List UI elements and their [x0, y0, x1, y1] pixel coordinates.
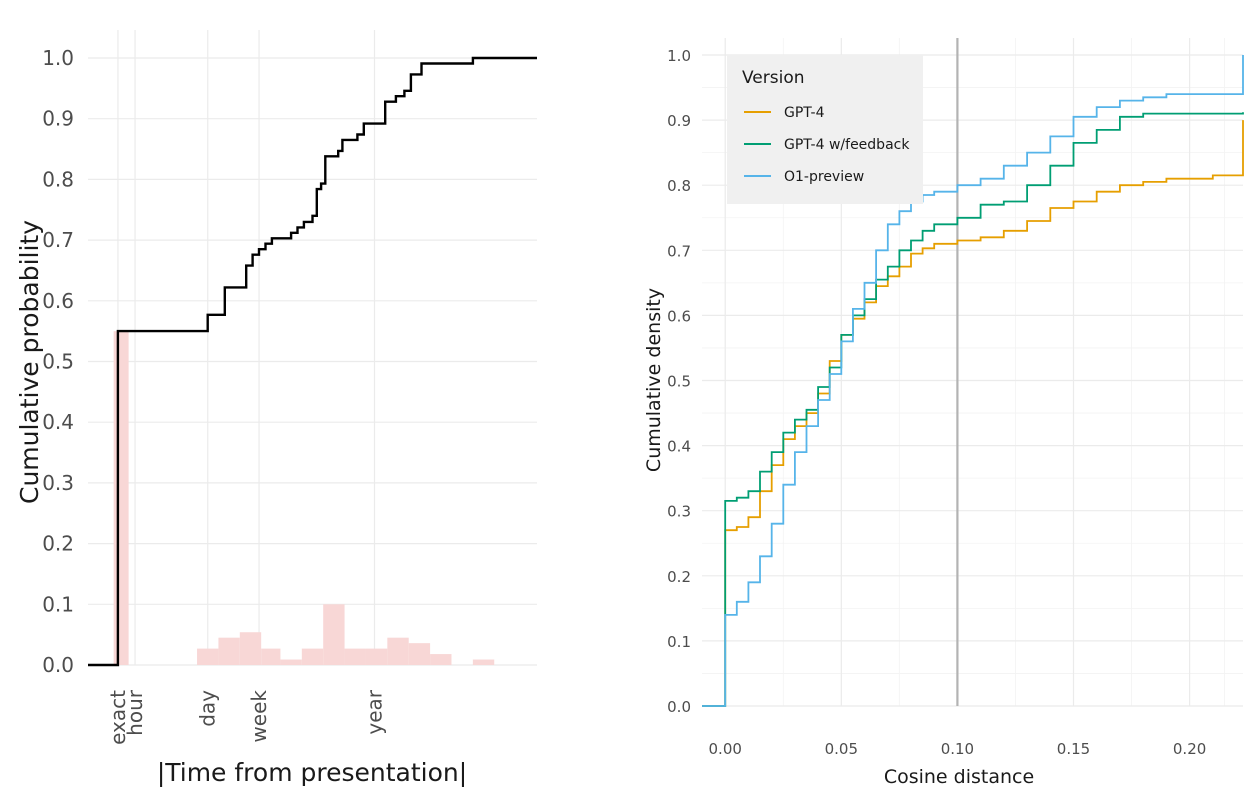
histogram-bar [472, 659, 495, 665]
left-y-tick-label: 0.7 [42, 228, 74, 252]
histogram-bar [218, 637, 240, 665]
right-x-tick-label: 0.00 [709, 740, 742, 758]
legend-title: Version [742, 68, 805, 88]
histogram-bar [430, 654, 452, 665]
left-y-tick-label: 0.5 [42, 350, 74, 374]
left-x-tick-label: year [363, 689, 387, 734]
left-y-tick-label: 0.2 [42, 532, 74, 556]
histogram-bar [365, 648, 388, 665]
legend-background [727, 55, 923, 204]
histogram-bar [408, 643, 431, 665]
left-x-tick-label: week [247, 690, 271, 743]
left-y-tick-label: 0.1 [42, 592, 74, 616]
right-x-tick-label: 0.15 [1057, 740, 1090, 758]
right-y-tick-label: 1.0 [667, 47, 691, 65]
right-x-tick-label: 0.10 [941, 740, 974, 758]
right-y-tick-label: 0.7 [667, 242, 691, 260]
right-y-tick-label: 0.3 [667, 503, 691, 521]
histogram-bar [261, 648, 281, 665]
legend-label: GPT-4 [784, 105, 825, 121]
left-y-tick-label: 0.3 [42, 471, 74, 495]
right-y-tick-label: 0.1 [667, 633, 691, 651]
histogram-bar [280, 659, 302, 665]
right-x-tick-label: 0.20 [1173, 740, 1206, 758]
right-x-axis-title: Cosine distance [884, 766, 1034, 788]
legend-label: O1-preview [784, 169, 864, 185]
right-x-ticks: 0.00 0.05 0.10 0.15 0.20 [709, 740, 1207, 758]
legend-items: GPT-4 GPT-4 w/feedback O1-preview [744, 105, 910, 185]
right-chart-cosine-cdf: 0.00.10.20.30.40.50.60.70.80.91.0 0.00 0.… [643, 38, 1244, 788]
left-y-axis-title: Cumulative probability [15, 220, 44, 504]
left-y-tick-label: 0.9 [42, 107, 74, 131]
histogram-bar [113, 331, 129, 665]
right-lines [702, 55, 1244, 707]
series-line-o1-preview [702, 55, 1244, 707]
histogram-bar [301, 648, 324, 665]
legend: Version GPT-4 GPT-4 w/feedback O1-preview [727, 55, 923, 204]
histogram-bar [239, 632, 262, 665]
left-y-tick-label: 0.6 [42, 289, 74, 313]
left-y-tick-label: 0.4 [42, 410, 74, 434]
right-y-tick-label: 0.2 [667, 568, 691, 586]
series-line-gpt-4-w-feedback [702, 112, 1244, 707]
left-grid [88, 30, 537, 666]
left-x-axis-title: |Time from presentation| [157, 758, 467, 787]
left-chart-time-cdf: 0.0 0.1 0.2 0.3 0.4 0.5 0.6 0.7 0.8 0.9 1.0 exacth… [15, 30, 537, 787]
right-y-tick-label: 0.6 [667, 307, 691, 325]
right-y-ticks: 0.0 0.1 0.2 0.3 0.4 0.5 0.6 0.7 0.8 0.9 1.0 [667, 47, 691, 716]
left-y-tick-label: 0.0 [42, 653, 74, 677]
right-y-tick-label: 0.5 [667, 373, 691, 391]
histogram-bar [197, 648, 219, 665]
cumulative-step-line [88, 56, 537, 667]
right-y-tick-label: 0.9 [667, 112, 691, 130]
histogram-bar [387, 637, 409, 665]
right-x-tick-label: 0.05 [825, 740, 858, 758]
left-y-tick-label: 1.0 [42, 46, 74, 70]
histogram-bar [323, 604, 345, 665]
left-x-tick-label: exact [106, 690, 130, 745]
left-x-tick-label: hour [123, 689, 147, 736]
left-x-tick-label: day [196, 690, 220, 727]
legend-label: GPT-4 w/feedback [784, 137, 910, 153]
histogram-bar [344, 648, 366, 665]
left-y-tick-label: 0.8 [42, 167, 74, 191]
left-y-ticks: 0.0 0.1 0.2 0.3 0.4 0.5 0.6 0.7 0.8 0.9 1.0 [42, 46, 74, 677]
left-histogram [113, 331, 495, 665]
right-y-axis-title: Cumulative density [643, 288, 665, 472]
left-lines [88, 56, 537, 667]
right-y-tick-label: 0.0 [667, 698, 691, 716]
right-y-tick-label: 0.8 [667, 177, 691, 195]
right-y-tick-label: 0.4 [667, 438, 691, 456]
